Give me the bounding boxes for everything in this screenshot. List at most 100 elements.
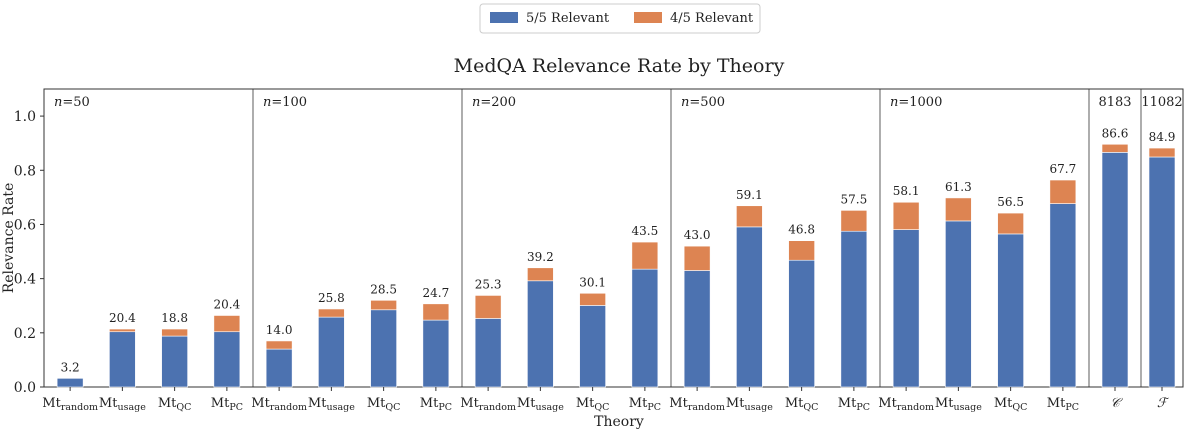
bar-value-label: 20.4: [214, 297, 241, 311]
bar-4of5: [1148, 147, 1176, 158]
y-tick-label: 0.4: [14, 272, 36, 288]
y-tick-label: 0.8: [14, 163, 36, 179]
bar-4of5: [213, 315, 241, 333]
bar-5of5: [56, 378, 84, 388]
bar-value-label: 39.2: [527, 250, 554, 264]
x-tick-label: Mtrandom: [251, 396, 307, 413]
x-tick-label: Mtusage: [308, 396, 355, 413]
x-tick-label: MtQC: [994, 396, 1028, 413]
bar-5of5: [997, 233, 1024, 388]
bar-value-label: 43.5: [632, 224, 659, 238]
bar-4of5: [422, 303, 450, 321]
bar-value-label: 14.0: [266, 323, 293, 337]
bar-value-label: 20.4: [109, 311, 136, 325]
bar-5of5: [788, 259, 815, 388]
x-tick-label: Mtusage: [517, 396, 564, 413]
bar-value-label: 30.1: [579, 275, 606, 289]
legend-swatch-4of5: [634, 12, 662, 23]
bar-value-label: 25.8: [318, 291, 345, 305]
x-tick-label: Mtusage: [99, 396, 146, 413]
x-tick-label: Mtrandom: [878, 396, 934, 413]
bar-5of5: [579, 305, 606, 388]
bar-value-label: 59.1: [736, 188, 763, 202]
bar-value-label: 43.0: [684, 228, 711, 242]
x-tick-label: MtQC: [576, 396, 610, 413]
x-tick-label: ℱ: [1157, 396, 1170, 411]
group-label: 11082: [1141, 95, 1182, 110]
y-axis-label: Relevance Rate: [1, 183, 17, 294]
x-tick-label: MtQC: [158, 396, 192, 413]
y-tick-label: 0.6: [14, 217, 36, 233]
x-tick-label: Mtusage: [726, 396, 773, 413]
bar-4of5: [161, 328, 188, 337]
bar-5of5: [109, 331, 136, 388]
bar-5of5: [213, 331, 241, 388]
group-label: n=100: [263, 95, 307, 110]
y-tick-label: 0.2: [14, 326, 36, 342]
bar-value-label: 25.3: [475, 277, 502, 291]
bar-4of5: [109, 328, 136, 333]
plot-area: 0.0 0.2 0.4 0.6 0.8 1.0 n=50 n=100 n=200 n=500 n=1…: [14, 88, 1184, 413]
chart-title: MedQA Relevance Rate by Theory: [454, 55, 785, 77]
bar-4of5: [265, 340, 293, 350]
bar-value-label: 18.8: [161, 311, 188, 325]
legend-frame: [479, 3, 761, 34]
bar-value-label: 86.6: [1102, 126, 1129, 140]
bar-5of5: [1148, 156, 1176, 388]
x-axis-label: Theory: [594, 414, 644, 430]
bar-5of5: [945, 220, 972, 388]
bar-5of5: [631, 268, 659, 388]
bar-value-label: 56.5: [997, 195, 1024, 209]
bar-5of5: [1101, 152, 1129, 388]
x-tick-label: MtPC: [629, 396, 661, 413]
bar-5of5: [370, 309, 397, 388]
bar-5of5: [892, 229, 920, 388]
bar-5of5: [527, 280, 554, 388]
x-tick-label: Mtrandom: [42, 396, 98, 413]
bar-4of5: [631, 241, 659, 270]
legend-label-5of5: 5/5 Relevant: [526, 11, 610, 26]
bar-4of5: [318, 308, 345, 318]
x-tick-label: Mtrandom: [460, 396, 516, 413]
bar-5of5: [161, 335, 188, 388]
bar-value-label: 61.3: [945, 180, 972, 194]
bar-4of5: [370, 300, 397, 311]
x-tick-label: Mtusage: [935, 396, 982, 413]
y-tick-label: 0.0: [14, 380, 36, 396]
y-tick-label: 1.0: [14, 109, 36, 125]
x-tick-label: MtPC: [211, 396, 243, 413]
bar-4of5: [474, 295, 502, 319]
x-tick-label: MtQC: [785, 396, 819, 413]
bar-4of5: [683, 245, 711, 271]
bar-value-label: 58.1: [893, 184, 920, 198]
bar-4of5: [945, 197, 972, 222]
group-label: n=500: [681, 95, 725, 110]
legend-swatch-5of5: [490, 12, 518, 23]
bar-value-label: 3.2: [61, 360, 80, 374]
x-tick-label: MtPC: [420, 396, 452, 413]
x-tick-label: MtQC: [367, 396, 401, 413]
bar-value-label: 28.5: [370, 282, 397, 296]
bar-5of5: [840, 230, 868, 388]
bar-value-label: 84.9: [1149, 130, 1176, 144]
bar-5of5: [683, 270, 711, 388]
bar-4of5: [736, 205, 763, 228]
bar-5of5: [265, 348, 293, 388]
bar-4of5: [1101, 143, 1129, 153]
legend: 5/5 Relevant 4/5 Relevant: [479, 3, 761, 34]
plot-frame: [43, 88, 1184, 388]
bar-value-label: 46.8: [788, 223, 815, 237]
group-label: n=200: [472, 95, 516, 110]
group-label: n=1000: [890, 95, 942, 110]
bar-4of5: [840, 210, 868, 232]
bar-4of5: [892, 201, 920, 230]
bar-value-label: 24.7: [423, 286, 450, 300]
x-tick-label: MtPC: [838, 396, 870, 413]
bar-4of5: [527, 267, 554, 282]
bar-5of5: [1049, 203, 1077, 388]
x-tick-label: Mtrandom: [669, 396, 725, 413]
x-tick-label: MtPC: [1047, 396, 1079, 413]
bar-4of5: [788, 240, 815, 261]
bar-5of5: [422, 319, 450, 388]
